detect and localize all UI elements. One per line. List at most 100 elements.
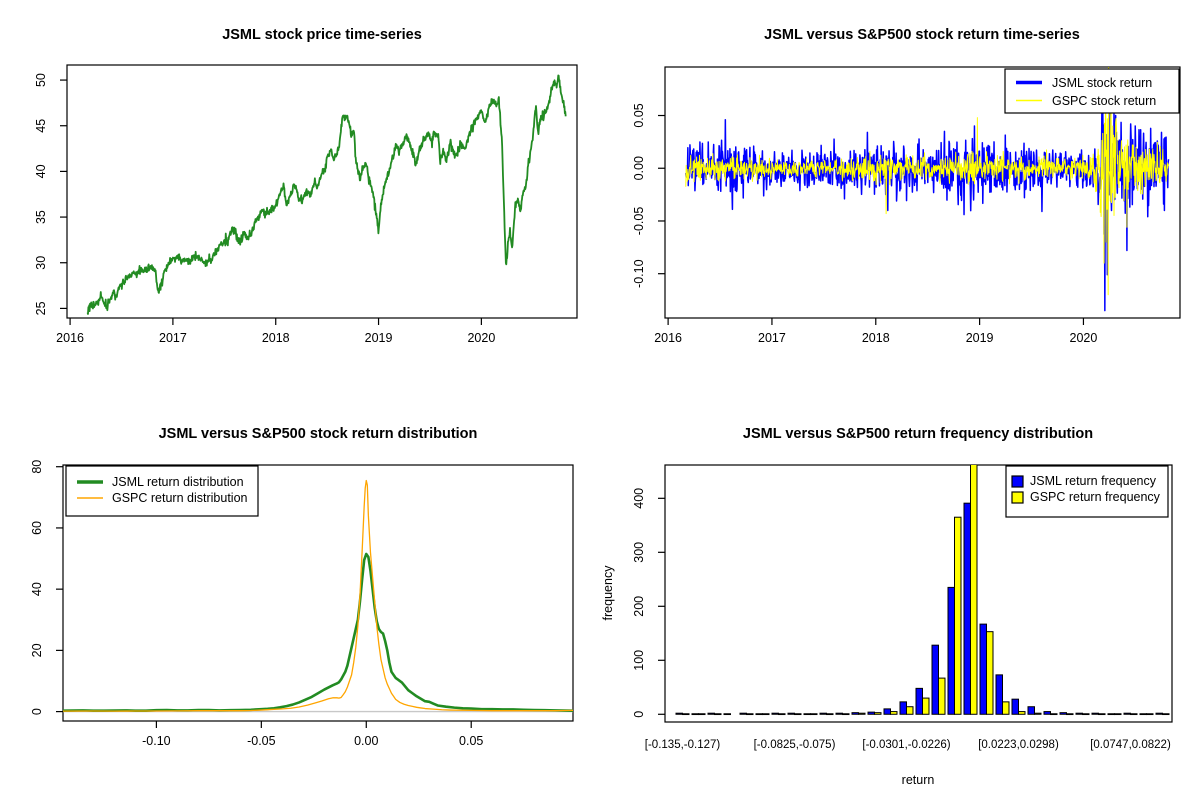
- jsml-frequency-bar: [1043, 711, 1051, 715]
- gspc-frequency-bar: [1034, 712, 1042, 715]
- jsml-frequency-bar: [947, 586, 955, 715]
- jsml-frequency-bar: [755, 713, 763, 716]
- jsml-frequency-bar: [995, 674, 1003, 715]
- density-legend-box: [65, 465, 259, 517]
- returns-y-tick-label: 0.05: [632, 103, 646, 127]
- jsml-frequency-bar: [867, 711, 875, 715]
- jsml-frequency-bar: [899, 701, 907, 715]
- returns-x-tick-label: 2016: [654, 331, 682, 345]
- gspc-return-line: [685, 67, 1170, 296]
- frequency-bin-label: [-0.0301,-0.0226): [862, 739, 950, 751]
- density-y-tick-label: 20: [30, 643, 44, 657]
- gspc-frequency-bar: [954, 516, 962, 715]
- gspc-frequency-bar: [1162, 713, 1170, 716]
- frequency-bin-label: [-0.135,-0.127): [645, 739, 721, 751]
- gspc-frequency-bar: [906, 706, 914, 715]
- jsml-return-legend-label: JSML stock return: [1052, 76, 1152, 90]
- gspc-frequency-bar: [810, 713, 818, 716]
- gspc-frequency-bar: [1066, 713, 1074, 716]
- gspc-frequency-bar: [698, 713, 706, 716]
- jsml-frequency-bar: [787, 712, 795, 715]
- frequency-bin-label: [-0.0825,-0.075): [754, 739, 836, 751]
- returns-x-tick-label: 2020: [1070, 331, 1098, 345]
- density-y-tick-label: 40: [30, 582, 44, 596]
- density-x-tick-label: -0.05: [247, 734, 276, 748]
- returns-series-layer: [685, 67, 1170, 312]
- returns-y-tick-label: -0.10: [632, 259, 646, 288]
- jsml-frequency-bar: [1027, 706, 1035, 715]
- density-x-tick-label: -0.10: [142, 734, 171, 748]
- jsml-density-legend-label: JSML return distribution: [112, 475, 244, 489]
- returns-x-tick-label: 2017: [758, 331, 786, 345]
- returns-y-tick-label: -0.05: [632, 207, 646, 236]
- returns-y-tick-label: 0.00: [632, 156, 646, 180]
- price-y-tick-label: 35: [34, 210, 48, 224]
- price-y-tick-label: 30: [34, 256, 48, 270]
- gspc-frequency-bar: [1002, 701, 1010, 715]
- frequency-y-tick-label: 400: [632, 488, 646, 509]
- density-x-tick-label: 0.00: [354, 734, 378, 748]
- price-x-tick-label: 2018: [262, 331, 290, 345]
- gspc-frequency-bar: [1098, 713, 1106, 716]
- frequency-bin-label: [0.0223,0.0298): [978, 739, 1059, 751]
- gspc-frequency-legend-swatch: [1011, 491, 1024, 504]
- jsml-frequency-legend-label: JSML return frequency: [1030, 474, 1157, 488]
- jsml-frequency-bar: [803, 713, 811, 716]
- gspc-frequency-bar: [1018, 711, 1026, 715]
- jsml-frequency-bar: [963, 502, 971, 715]
- jsml-frequency-bar: [1139, 713, 1147, 716]
- gspc-frequency-bar: [1082, 713, 1090, 716]
- gspc-frequency-bar: [682, 713, 690, 716]
- gspc-density-legend-label: GSPC return distribution: [112, 491, 248, 505]
- price-x-tick-label: 2016: [56, 331, 84, 345]
- jsml-frequency-bar: [771, 712, 779, 715]
- gspc-frequency-bar: [842, 713, 850, 716]
- jsml-frequency-bar: [1107, 713, 1115, 716]
- gspc-density-curve: [63, 479, 573, 712]
- jsml-price-line: [86, 74, 567, 315]
- jsml-frequency-bar: [739, 712, 747, 715]
- price-y-tick-label: 45: [34, 119, 48, 133]
- gspc-frequency-bar: [826, 713, 834, 716]
- frequency-series-layer: [675, 465, 1170, 716]
- returns-chart-title: JSML versus S&P500 stock return time-ser…: [764, 27, 1080, 43]
- density-y-tick-label: 80: [30, 460, 44, 474]
- price-x-tick-label: 2019: [365, 331, 393, 345]
- price-x-tick-label: 2020: [467, 331, 495, 345]
- frequency-chart-title: JSML versus S&P500 return frequency dist…: [743, 426, 1093, 442]
- frequency-bin-label: [0.0747,0.0822): [1090, 739, 1171, 751]
- returns-x-tick-label: 2018: [862, 331, 890, 345]
- jsml-return-line: [685, 102, 1170, 312]
- density-chart-title: JSML versus S&P500 stock return distribu…: [159, 426, 478, 442]
- gspc-frequency-bar: [1050, 713, 1058, 716]
- jsml-frequency-bar: [1091, 712, 1099, 715]
- returns-plot-box: [664, 66, 1181, 319]
- gspc-frequency-bar: [714, 713, 722, 716]
- density-plot-box: [62, 464, 574, 722]
- jsml-frequency-bar: [1075, 712, 1083, 715]
- jsml-frequency-bar: [835, 712, 843, 715]
- returns-x-tick-label: 2019: [966, 331, 994, 345]
- frequency-y-tick-label: 100: [632, 650, 646, 671]
- price-y-tick-label: 40: [34, 164, 48, 178]
- axes-layer: 25 30 35 40 45 50 2016 2017 2018 2019 2020 0.05 0.00…: [30, 64, 1181, 751]
- frequency-y-tick-label: 200: [632, 596, 646, 617]
- jsml-frequency-bar: [931, 644, 939, 715]
- jsml-frequency-bar: [979, 623, 987, 715]
- price-chart-title: JSML stock price time-series: [222, 27, 422, 43]
- gspc-frequency-bar: [1130, 713, 1138, 716]
- price-x-tick-label: 2017: [159, 331, 187, 345]
- gspc-frequency-bar: [922, 697, 930, 715]
- jsml-density-curve: [63, 552, 573, 712]
- gspc-return-legend-label: GSPC stock return: [1052, 94, 1156, 108]
- jsml-frequency-bar: [691, 713, 699, 716]
- frequency-plot-box: [664, 464, 1173, 723]
- jsml-frequency-bar: [707, 712, 715, 715]
- density-legend: JSML return distribution GSPC return dis…: [65, 465, 259, 517]
- jsml-frequency-bar: [851, 712, 859, 715]
- gspc-frequency-bar: [858, 712, 866, 715]
- frequency-legend: JSML return frequency GSPC return freque…: [1005, 465, 1169, 518]
- jsml-frequency-bar: [1059, 712, 1067, 715]
- frequency-y-tick-label: 0: [632, 711, 646, 718]
